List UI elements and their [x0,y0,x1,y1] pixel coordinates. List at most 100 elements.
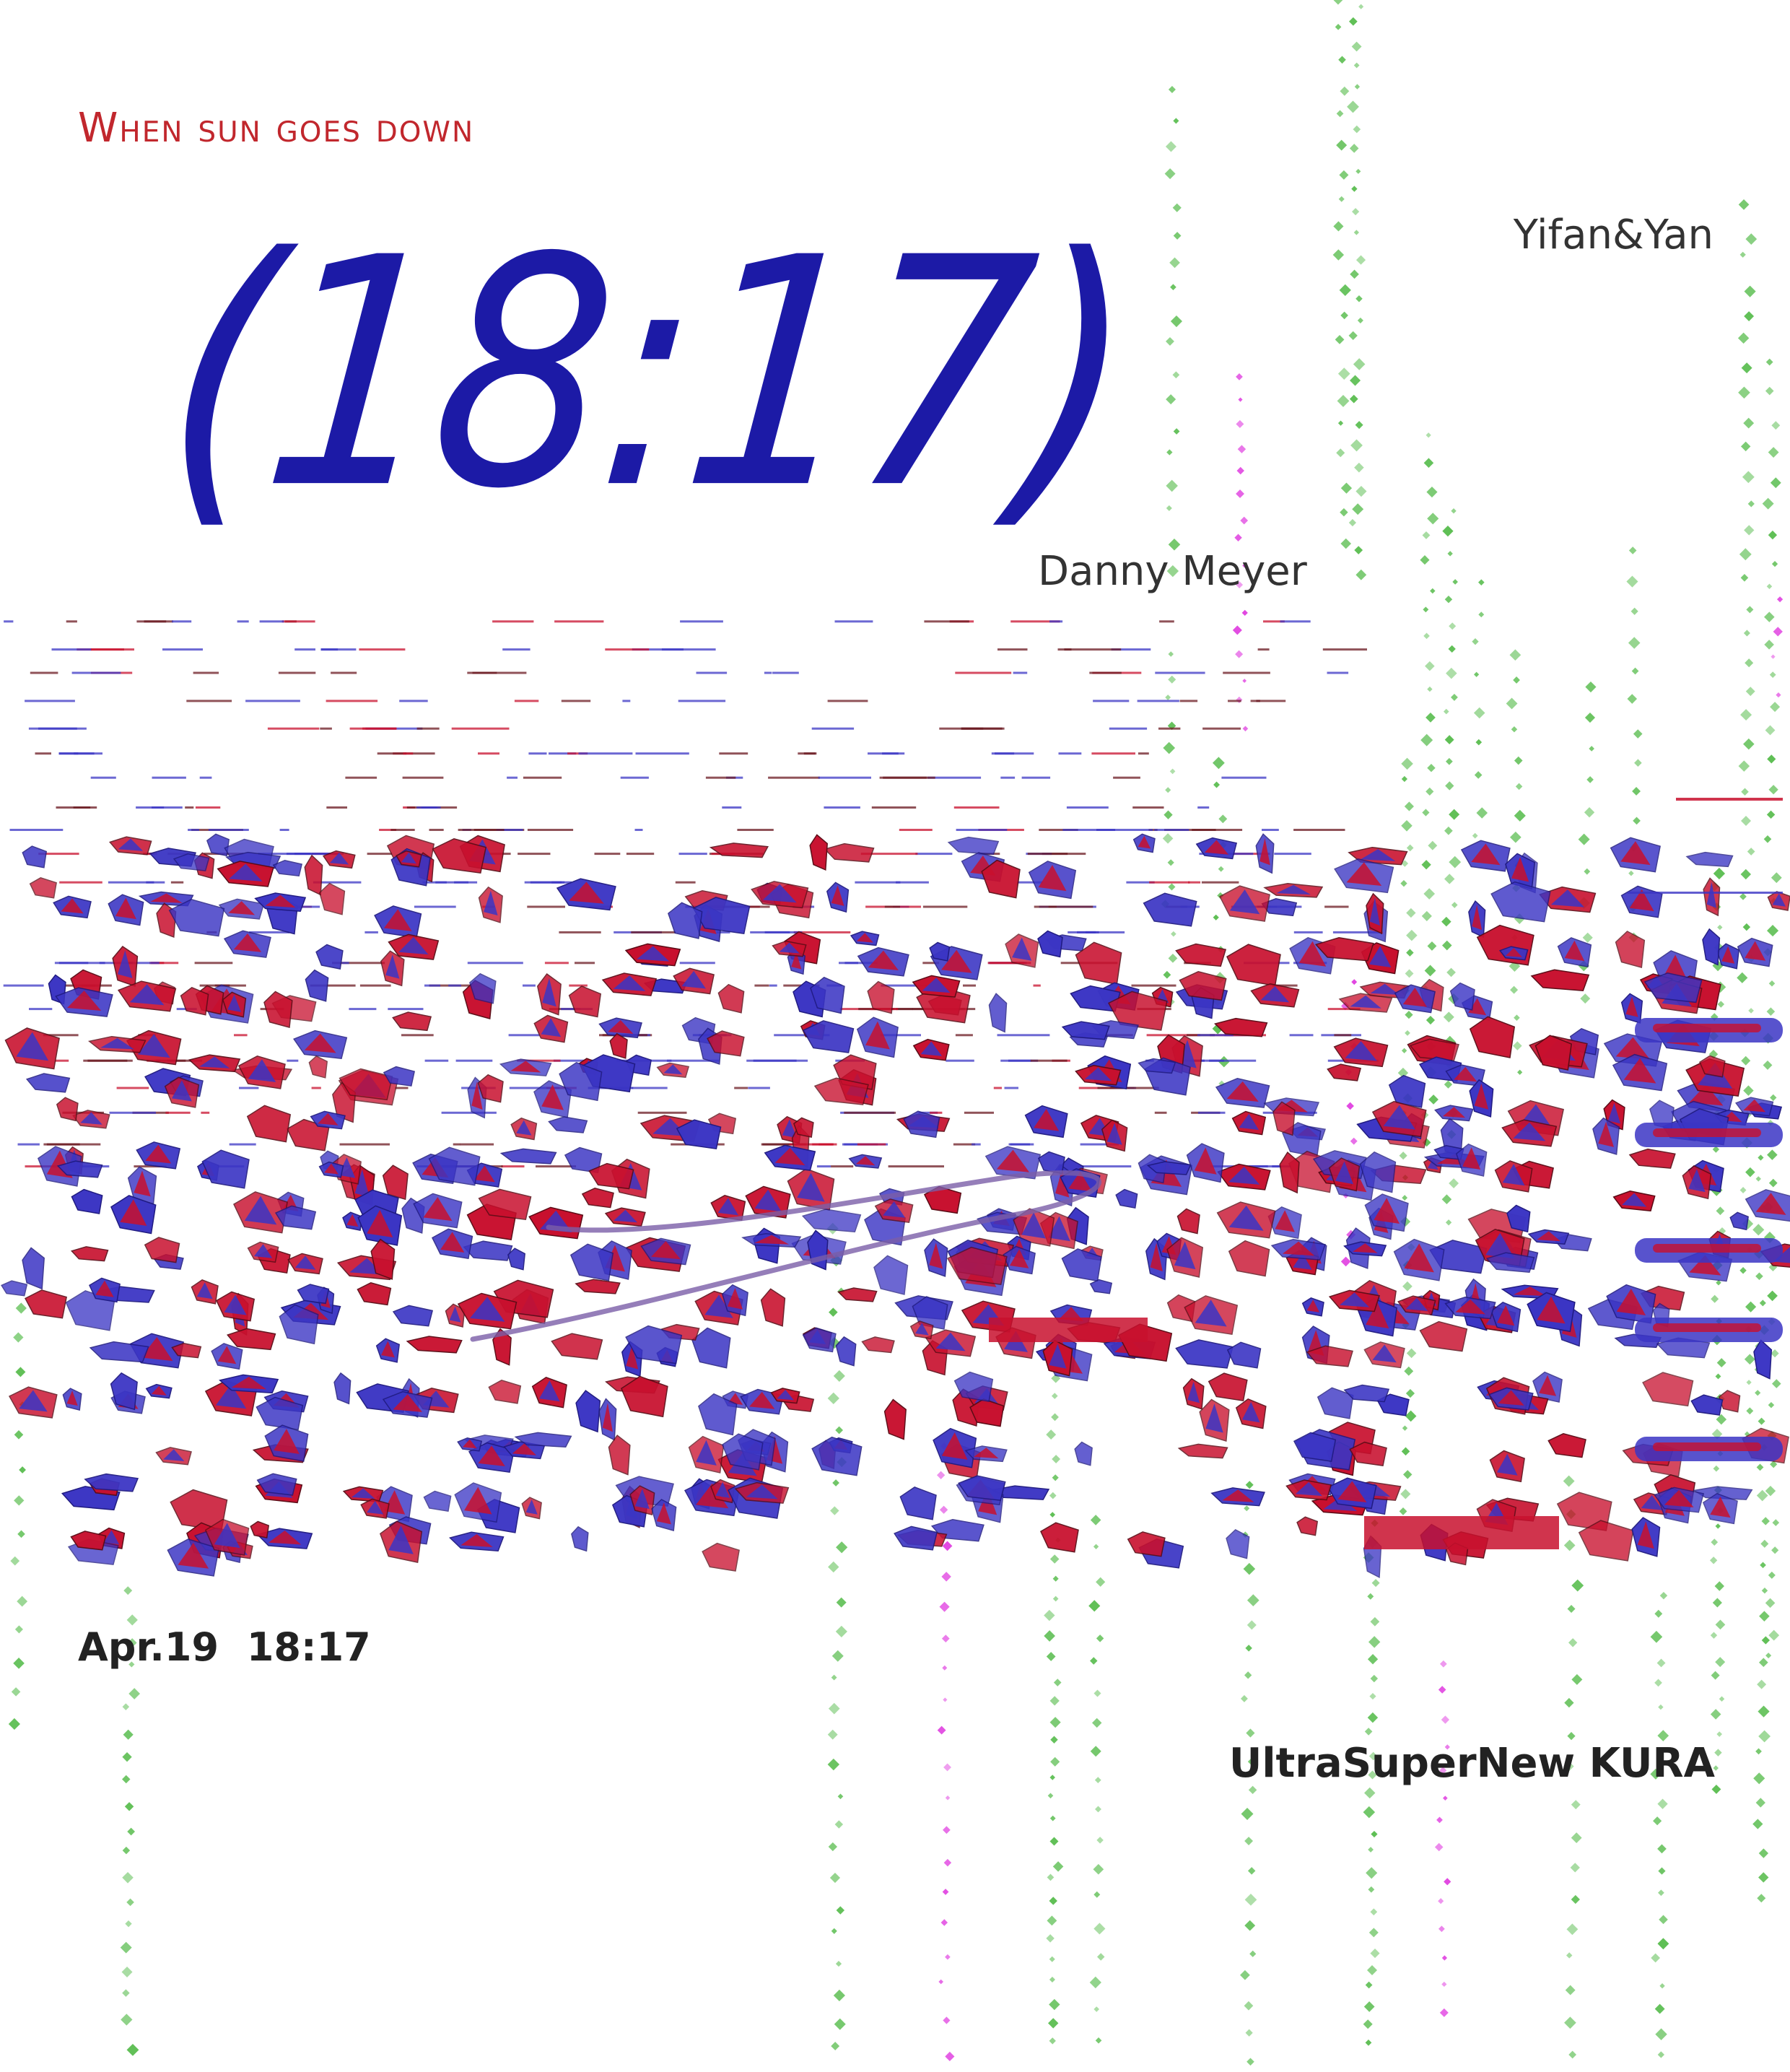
dash-mark [746,1059,797,1062]
dash-mark [1164,829,1216,831]
dot-mark [1633,729,1643,739]
dot-mark [1768,530,1778,540]
dash-mark [860,853,918,856]
dash-mark [320,727,332,730]
shard-facet [1689,1084,1724,1106]
dot-mark [1049,2037,1056,2045]
shard-shape [357,1281,392,1306]
dash-mark [1004,1087,1018,1089]
dot-mark [1568,2050,1577,2059]
shard-facet [1293,1253,1312,1270]
dot-mark [1657,1938,1669,1950]
shard-facet [1498,1390,1524,1406]
dot-mark [1571,1579,1584,1592]
dot-mark [1089,1976,1101,1989]
dot-mark [1745,1301,1757,1313]
shard-facet [681,970,706,989]
dot-mark [831,1928,837,1934]
dot-mark [1752,1224,1765,1236]
dash-mark [259,620,284,623]
dot-mark [1426,712,1436,723]
shard-facet [542,978,556,1007]
dash-mark [136,806,183,809]
shard-shape [1075,941,1122,985]
dot-mark [1767,754,1776,764]
shard-facet [929,1242,943,1269]
dot-mark [1400,1489,1411,1499]
dot-mark [1713,1465,1720,1472]
dot-mark [1515,783,1523,791]
dot-mark [1711,1671,1720,1680]
shard-facet [1772,893,1786,907]
shard-facet [16,1032,49,1061]
dash-mark [414,905,456,908]
dot-mark [1093,1891,1101,1898]
shard-shape [575,1279,621,1294]
dash-mark [54,962,105,965]
dot-mark [1370,1616,1380,1627]
dot-mark [123,1586,133,1596]
dot-mark [1768,785,1778,795]
dash-mark [1250,700,1260,702]
dot-mark [126,2043,139,2056]
dot-mark [1771,1546,1779,1554]
shard-shape [571,1525,589,1552]
shard-facet [941,1432,968,1460]
dash-mark [1192,829,1243,831]
dot-mark [1236,489,1244,498]
dot-mark [1168,538,1181,551]
shard-shape [1643,972,1703,1004]
shard-facet [227,994,242,1012]
shard-facet [484,890,498,915]
dot-mark [1347,100,1359,113]
dot-mark [1242,679,1247,683]
dash-mark [1272,1165,1282,1168]
dot-mark [1426,787,1434,796]
dash-mark [527,905,565,908]
dash-mark [719,752,748,755]
dot-mark [1651,1953,1660,1963]
dot-mark [1093,1923,1106,1935]
shard-facet [715,1481,730,1498]
dash-mark [844,962,878,965]
dot-mark [1093,1689,1101,1697]
dot-mark [835,1426,843,1435]
dash-mark [229,1143,256,1146]
shard-facet [1021,1212,1046,1239]
dot-mark [1567,1732,1576,1741]
dot-mark [1768,1178,1778,1188]
shard-shape [1296,1516,1319,1536]
shard-facet [1629,889,1654,912]
dot-mark [19,1466,26,1474]
shard-shape [250,1520,270,1538]
shard-shape [56,1097,79,1122]
dot-mark [1353,358,1366,370]
dot-mark [1427,686,1433,692]
dash-mark [953,1143,976,1146]
dot-mark [1340,538,1352,549]
dot-mark [1354,546,1363,554]
dash-mark [458,829,505,831]
dot-mark [1352,503,1364,515]
dot-mark [1339,170,1349,180]
shard-facet [1442,1107,1466,1118]
dot-mark [1758,1658,1768,1668]
dash-mark [3,984,44,987]
shard-facet [920,1041,942,1056]
dash-mark [421,806,441,809]
shard-facet [1688,1169,1706,1193]
dash-mark [871,806,917,809]
dash-mark [1228,700,1241,702]
shard-shape [709,843,769,858]
shard-facet [118,950,133,978]
dot-mark [1245,1645,1252,1652]
shard-shape [894,1525,938,1551]
event-time: 18:17 [246,1624,371,1670]
shard-shape [760,1288,786,1327]
dot-mark [1355,255,1366,265]
dot-mark [1046,1652,1056,1661]
dot-mark [1370,1949,1380,1959]
dash-mark [311,1087,321,1089]
dot-mark [1166,336,1174,346]
dot-mark [1096,1577,1106,1587]
